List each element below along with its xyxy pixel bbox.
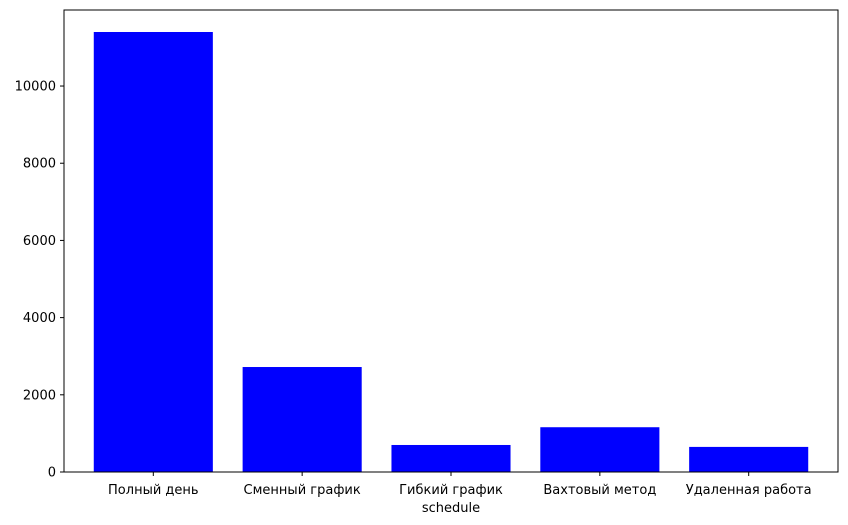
bar-2 [391,444,511,472]
x-tick-label: Сменный график [244,483,361,498]
y-tick-label: 0 [48,466,56,481]
x-tick-label: Гибкий график [399,483,503,498]
bars-layer [93,32,809,472]
y-tick-label: 2000 [23,388,56,403]
y-tick-label: 4000 [23,311,56,326]
y-tick-label: 8000 [23,157,56,172]
x-axis-label: schedule [422,501,480,516]
x-axis: Полный день Сменный график Гибкий график Ва… [108,472,812,498]
y-tick-label: 10000 [15,80,56,95]
bar-3 [540,427,660,472]
x-tick-label: Вахтовый метод [543,483,656,498]
x-tick-label: Полный день [108,483,199,498]
y-axis: 0 2000 4000 6000 8000 10000 [15,80,64,481]
bar-4 [689,446,809,472]
y-tick-label: 6000 [23,234,56,249]
x-tick-label: Удаленная работа [686,483,812,498]
bar-1 [242,367,362,472]
bar-0 [93,32,213,472]
